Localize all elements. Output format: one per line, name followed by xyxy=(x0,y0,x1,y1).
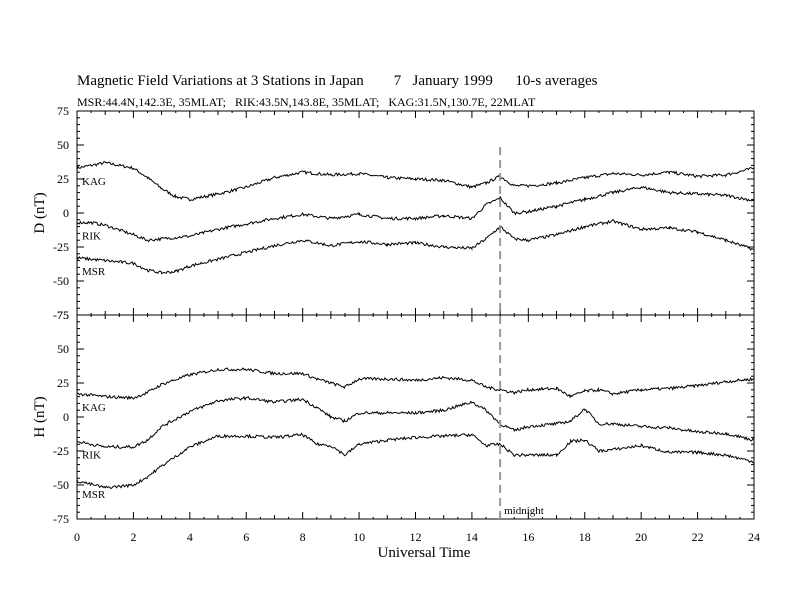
y-tick-label: -25 xyxy=(53,444,69,458)
series-msr-line xyxy=(76,219,755,275)
series-rik-line xyxy=(76,395,755,449)
series-label-msr: MSR xyxy=(82,266,106,278)
series-label-kag: KAG xyxy=(82,402,106,414)
y-tick-label: -75 xyxy=(53,308,69,322)
y-tick-label: 50 xyxy=(57,138,69,152)
y-tick-label: 0 xyxy=(63,206,69,220)
y-axis-label: D (nT) xyxy=(32,192,48,233)
x-tick-label: 16 xyxy=(522,530,534,544)
x-tick-label: 12 xyxy=(410,530,422,544)
y-tick-label: 50 xyxy=(57,342,69,356)
y-tick-label: 75 xyxy=(57,308,69,322)
x-tick-label: 2 xyxy=(130,530,136,544)
x-tick-label: 24 xyxy=(748,530,760,544)
y-axis-label: H (nT) xyxy=(32,396,48,437)
x-axis-label: Universal Time xyxy=(378,545,471,561)
y-tick-label: 0 xyxy=(63,410,69,424)
series-label-rik: RIK xyxy=(82,231,101,243)
x-tick-label: 18 xyxy=(579,530,591,544)
x-tick-label: 4 xyxy=(187,530,193,544)
series-kag-line xyxy=(76,367,755,401)
midnight-label: midnight xyxy=(504,505,544,517)
x-tick-labels: 0 2 4 6 8 10 12 14 16 18 20 22 24 xyxy=(74,530,760,544)
series-kag-line xyxy=(76,160,755,202)
x-tick-label: 10 xyxy=(353,530,365,544)
x-tick-label: 22 xyxy=(692,530,704,544)
series-label-kag: KAG xyxy=(82,176,106,188)
panel-h: 75 50 25 0 -25 -50 -75 H (nT) KAG RIK MSR xyxy=(32,308,755,526)
series-msr-line xyxy=(76,432,755,490)
y-tick-label: -50 xyxy=(53,478,69,492)
y-tick-label: -50 xyxy=(53,274,69,288)
y-tick-label: 25 xyxy=(57,172,69,186)
series-label-rik: RIK xyxy=(82,449,101,461)
y-tick-label: 75 xyxy=(57,104,69,118)
x-tick-label: 8 xyxy=(300,530,306,544)
y-tick-label: 25 xyxy=(57,376,69,390)
series-label-msr: MSR xyxy=(82,489,106,501)
chart-subtitle: MSR:44.4N,142.3E, 35MLAT; RIK:43.5N,143.… xyxy=(77,95,536,109)
series-rik-line xyxy=(76,185,755,243)
x-tick-label: 20 xyxy=(635,530,647,544)
y-tick-label: -25 xyxy=(53,240,69,254)
x-tick-label: 14 xyxy=(466,530,478,544)
x-tick-label: 6 xyxy=(243,530,249,544)
panel-frame xyxy=(76,110,755,316)
chart-title: Magnetic Field Variations at 3 Stations … xyxy=(77,73,598,89)
x-tick-label: 0 xyxy=(74,530,80,544)
panel-d: 75 50 25 0 -25 -50 -75 D (nT) KAG RIK MSR xyxy=(32,104,755,322)
y-tick-label: -75 xyxy=(53,512,69,526)
